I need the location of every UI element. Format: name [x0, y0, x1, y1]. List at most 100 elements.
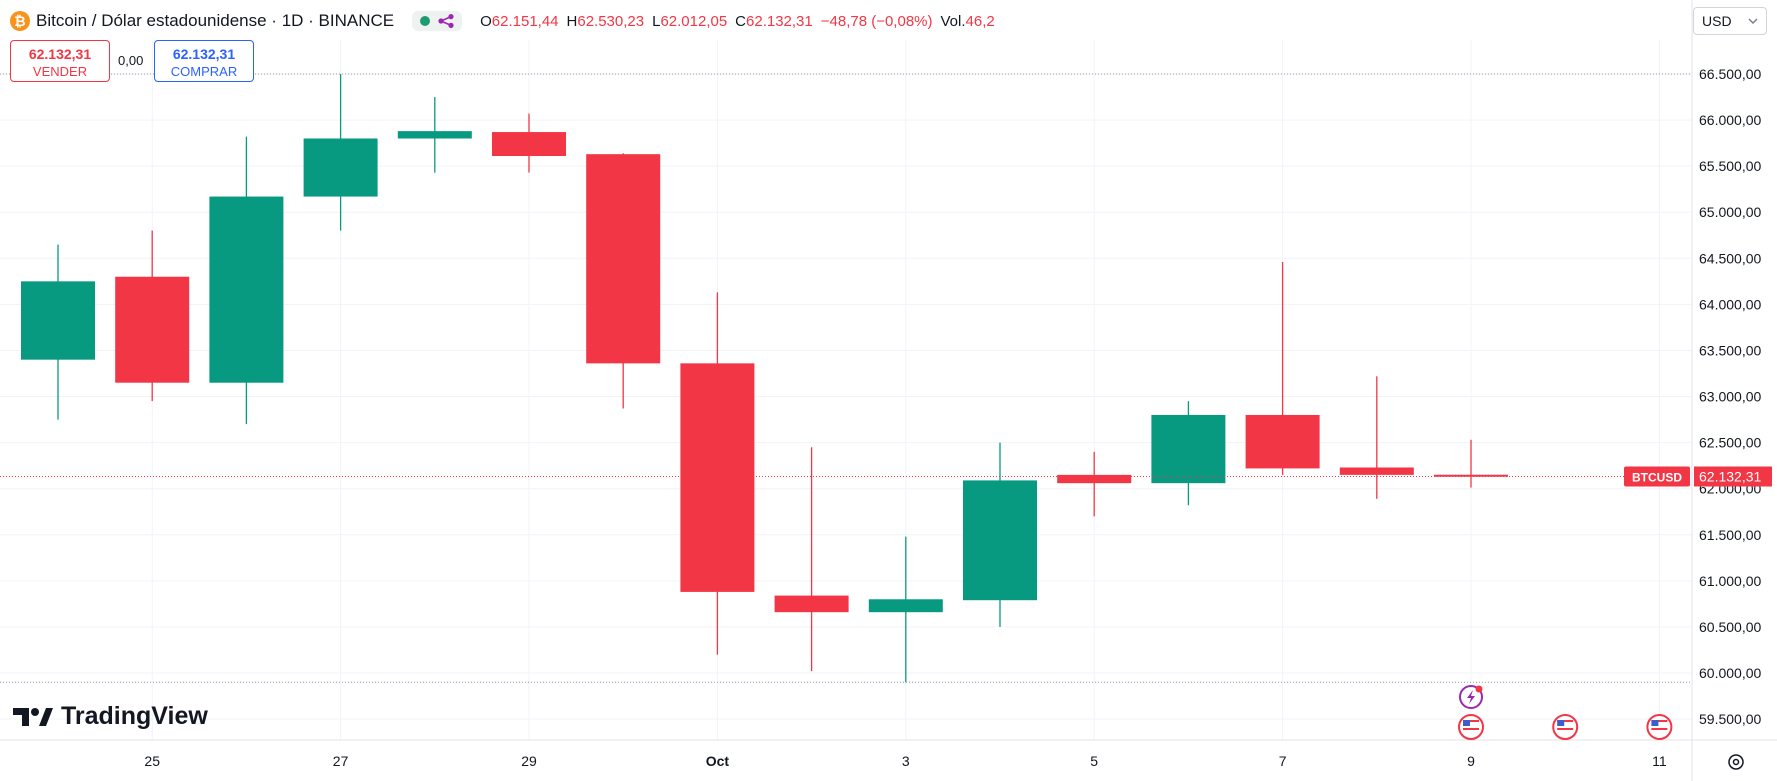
candle	[21, 244, 95, 420]
reference-lines	[0, 73, 1692, 683]
currency-select[interactable]: USD	[1693, 7, 1767, 35]
candle-body	[492, 132, 566, 157]
ohlc-item: O62.151,44	[480, 13, 558, 30]
gear-icon[interactable]	[1728, 754, 1744, 770]
ohlc-label: O	[480, 12, 492, 30]
candle	[586, 153, 661, 409]
price-tick-label: 66.000,00	[1699, 112, 1761, 128]
market-status[interactable]	[412, 11, 463, 31]
us-flag-icon[interactable]	[1458, 714, 1484, 740]
bitcoin-icon: ₿	[10, 11, 30, 31]
time-axis[interactable]: 25 27 29 Oct 3 5 7 9 11	[0, 739, 1777, 770]
gear-hub	[1732, 758, 1740, 766]
ohlc-value: 46,2	[965, 12, 995, 30]
candle	[1434, 439, 1508, 488]
time-tick-label: 29	[521, 753, 537, 769]
flag-stripe	[1463, 732, 1479, 734]
ohlc-item: Vol.46,2	[941, 13, 995, 30]
candle-body	[397, 131, 472, 139]
spread-value: 0,00	[118, 53, 144, 68]
us-flag-icon[interactable]	[1552, 714, 1579, 740]
price-tick-label: 60.500,00	[1699, 619, 1761, 635]
flag-stripe	[1463, 724, 1479, 726]
candle	[1245, 261, 1320, 475]
price-axis[interactable]: 59.500,00 60.000,00 60.500,00 61.000,00 61.5…	[1624, 0, 1772, 781]
ohlc-label: H	[566, 12, 578, 30]
candle-body	[21, 281, 95, 360]
candle-body	[1434, 474, 1508, 477]
brand-name: TradingView	[61, 702, 208, 730]
time-tick-label: 3	[902, 753, 910, 769]
ohlc-value: 62.151,44	[491, 12, 559, 30]
flag-ring	[1458, 714, 1484, 740]
flag-stripe	[1557, 720, 1574, 722]
price-tick-label: 60.000,00	[1699, 665, 1761, 681]
candle	[115, 230, 190, 402]
gear-ring	[1728, 754, 1744, 770]
candle	[1151, 401, 1226, 506]
candle	[303, 74, 378, 231]
sell-button[interactable]: 62.132,31 VENDER	[10, 40, 110, 82]
symbol-badge	[1624, 466, 1690, 487]
last-price-label: 62.132,31	[1699, 468, 1761, 484]
buy-label: COMPRAR	[170, 64, 238, 79]
lightning-event-icon[interactable]	[1459, 685, 1483, 709]
candle	[680, 292, 755, 655]
us-flag-icon[interactable]	[1646, 714, 1673, 740]
time-tick-label: 9	[1467, 753, 1475, 769]
flag-stripe	[1651, 728, 1668, 730]
price-tick-label: 66.500,00	[1699, 66, 1761, 82]
price-tick-label: 65.500,00	[1699, 158, 1761, 174]
event-markers[interactable]	[1458, 685, 1673, 740]
flag-ring	[1646, 714, 1673, 740]
candle-body	[209, 196, 284, 383]
symbol-label: BTCUSD	[1632, 470, 1682, 484]
price-tick-label: 62.500,00	[1699, 435, 1761, 451]
flag-stripe	[1463, 720, 1479, 722]
candle	[774, 447, 849, 672]
flag-stripe	[1651, 732, 1668, 734]
price-tick-label: 64.500,00	[1699, 250, 1761, 266]
ohlc-label: L	[652, 12, 661, 30]
candle-body	[774, 595, 849, 613]
candle-body	[1245, 414, 1320, 469]
candle-body	[1339, 467, 1414, 475]
ohlc-item: C62.132,31	[735, 13, 813, 30]
buy-button[interactable]: 62.132,31 COMPRAR	[154, 40, 254, 82]
candles	[21, 74, 1508, 683]
event-dot	[1475, 685, 1483, 693]
sell-label: VENDER	[32, 64, 88, 79]
chevron-down-icon	[1748, 18, 1758, 24]
candle-body	[586, 154, 661, 364]
tradingview-logo-icon	[13, 707, 53, 726]
candle-body	[1151, 414, 1226, 484]
symbol-title[interactable]: Bitcoin / Dólar estadounidense · 1D · BI…	[36, 11, 395, 30]
price-tick-label: 61.500,00	[1699, 527, 1761, 543]
ohlc-values: O62.151,44 H62.530,23 L62.012,05 C62.132,31…	[480, 13, 995, 30]
time-tick-label: 11	[1652, 753, 1667, 769]
market-open-dot	[420, 16, 431, 26]
flag-stripe	[1557, 724, 1574, 726]
lightning-bolt	[1467, 690, 1475, 704]
candle	[397, 97, 472, 173]
grid-lines	[0, 40, 1692, 740]
flag-stripe	[1651, 724, 1668, 726]
price-tick-label: 61.000,00	[1699, 573, 1761, 589]
ohlc-value: 62.132,31	[746, 12, 813, 30]
ohlc-value: 62.012,05	[660, 12, 728, 30]
tradingview-logo[interactable]: TradingView	[13, 702, 208, 731]
price-tick-label: 63.000,00	[1699, 389, 1761, 405]
ohlc-value: 62.530,23	[577, 12, 645, 30]
price-tick-label: 65.000,00	[1699, 204, 1761, 220]
time-tick-label: 27	[333, 753, 349, 769]
candle	[209, 136, 284, 425]
flag-stripe	[1463, 728, 1479, 730]
candle	[1057, 451, 1132, 517]
ohlc-item: L62.012,05	[652, 13, 727, 30]
time-tick-label: 5	[1090, 753, 1098, 769]
symbol-legend: ₿ Bitcoin / Dólar estadounidense · 1D · …	[10, 8, 995, 34]
last-price-badge	[1694, 466, 1772, 487]
flag-stripe	[1651, 720, 1668, 722]
price-tick-label: 63.500,00	[1699, 342, 1761, 358]
